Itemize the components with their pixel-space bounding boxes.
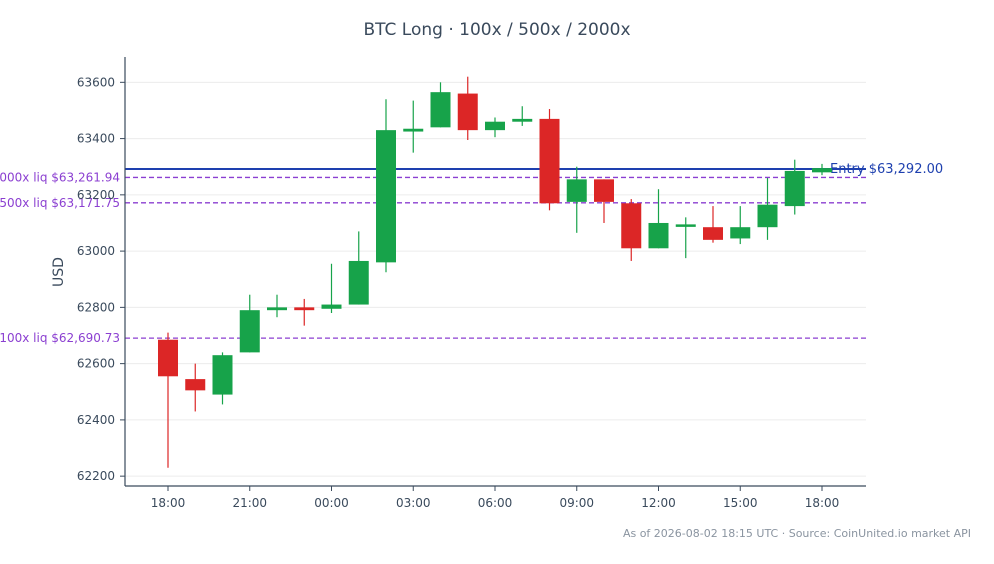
- entry-line-group: Entry $63,292.00: [125, 162, 943, 177]
- candle-body: [267, 307, 287, 311]
- y-tick-label: 63600: [77, 75, 115, 89]
- y-tick-label: 62400: [77, 413, 115, 427]
- x-tick-label: 03:00: [396, 496, 431, 510]
- candle-body: [757, 204, 778, 228]
- liquidation-lines: 2000x liq $63,261.94 500x liq $63,171.75 1…: [0, 170, 866, 345]
- liq-label-100x: 100x liq $62,690.73: [0, 331, 120, 345]
- x-tick-label: 18:00: [805, 496, 840, 510]
- y-tick-label: 62800: [77, 300, 115, 314]
- candle-body: [457, 93, 478, 131]
- candle-body: [566, 179, 587, 202]
- x-tick-label: 09:00: [559, 496, 594, 510]
- gridlines: [125, 81, 866, 477]
- candle-body: [212, 355, 233, 395]
- y-axis-label: USD: [51, 257, 67, 287]
- x-tick-label: 06:00: [478, 496, 513, 510]
- y-tick-label: 63400: [77, 132, 115, 146]
- y-tick-labels: 62200 62400 62600 62800 63000 63200 63400 63600: [77, 75, 115, 483]
- candle-body: [730, 227, 751, 239]
- y-tick-label: 63000: [77, 244, 115, 258]
- y-tick-label: 62200: [77, 469, 115, 483]
- liq-label-500x: 500x liq $63,171.75: [0, 196, 120, 210]
- candle-body: [594, 179, 614, 202]
- candle-body: [675, 224, 696, 227]
- candle-body: [321, 304, 342, 309]
- candle-body: [703, 227, 723, 240]
- candle-body: [430, 92, 451, 128]
- candle-body: [403, 128, 424, 132]
- candle-body: [812, 168, 832, 173]
- candle-body: [239, 310, 260, 353]
- candle-body: [294, 307, 315, 311]
- candle-body: [621, 203, 642, 249]
- candle-body: [539, 118, 560, 204]
- x-tick-labels: 18:00 21:00 00:00 03:00 06:00 09:00 12:00 15:00…: [151, 496, 840, 510]
- y-tick-label: 62600: [77, 357, 115, 371]
- candle-body: [348, 260, 369, 305]
- candle-body: [158, 339, 178, 377]
- chart-title: BTC Long · 100x / 500x / 2000x: [363, 20, 631, 40]
- x-tick-label: 00:00: [314, 496, 349, 510]
- entry-label: Entry $63,292.00: [830, 162, 943, 177]
- candle-body: [376, 130, 396, 263]
- candle-body: [185, 379, 206, 391]
- candle-body: [485, 121, 505, 131]
- x-tick-label: 15:00: [723, 496, 758, 510]
- candle-body: [512, 118, 533, 122]
- footer-note: As of 2026-08-02 18:15 UTC · Source: Coi…: [622, 527, 971, 540]
- axes: [120, 57, 866, 491]
- x-tick-label: 21:00: [232, 496, 267, 510]
- candle-body: [648, 222, 669, 249]
- candle-body: [784, 170, 805, 207]
- candles: [158, 76, 832, 468]
- x-tick-label: 18:00: [151, 496, 186, 510]
- liq-label-2000x: 2000x liq $63,261.94: [0, 170, 120, 184]
- y-tick-label: 63200: [77, 188, 115, 202]
- x-tick-label: 12:00: [641, 496, 676, 510]
